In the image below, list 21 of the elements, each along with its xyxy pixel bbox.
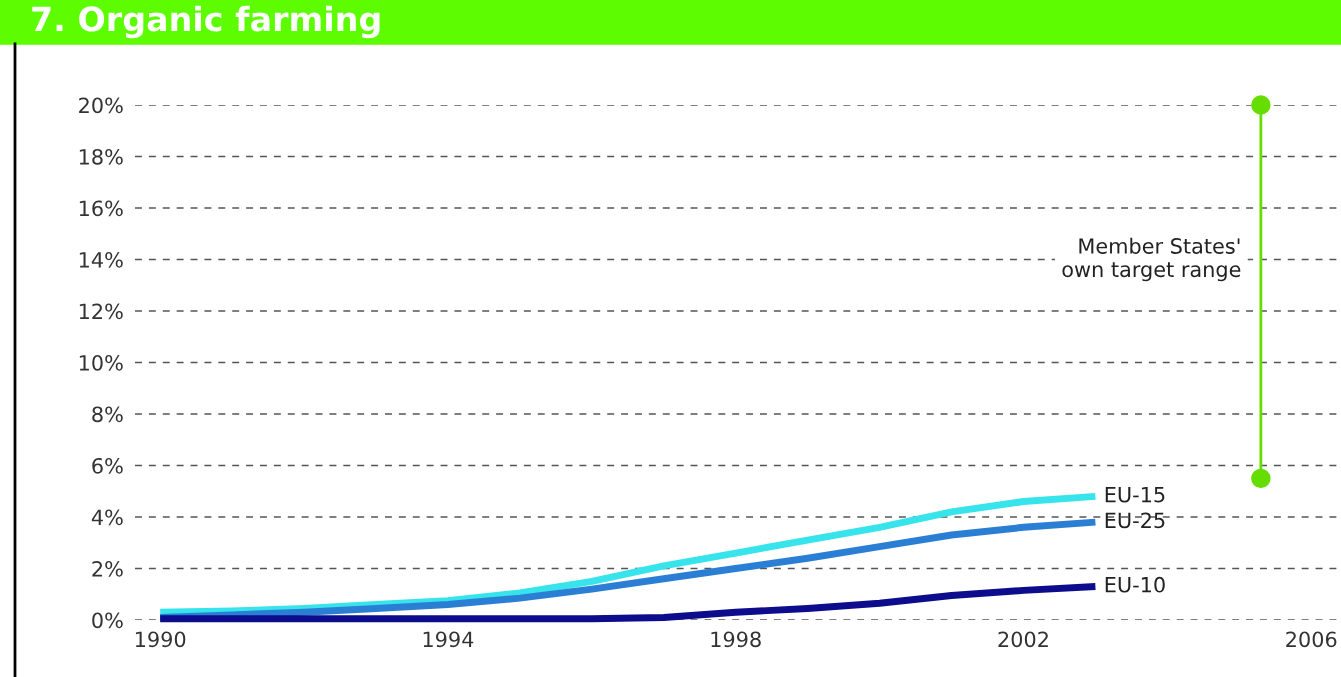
y-tick-label: 16% [79,200,123,217]
y-tick-label: 10% [79,354,123,371]
y-tick-label: 4% [91,509,123,526]
x-tick-label: 1994 [423,631,474,648]
y-tick-label: 2% [92,560,123,577]
y-tick-label: 0% [92,612,123,629]
y-tick-label: 20% [79,97,123,114]
y-tick-label: 14% [79,251,123,268]
series-label: EU-15 [1105,486,1165,503]
y-tick-label: 6% [92,457,123,474]
x-tick-label: 2002 [998,631,1048,648]
series-label: EU-25 [1105,512,1165,529]
x-tick-label: 1990 [135,631,186,648]
series-label: EU-10 [1105,576,1165,593]
x-tick-label: 1998 [711,631,761,648]
y-tick-label: 12% [79,303,123,320]
y-tick-label: 8% [92,406,123,423]
annotation: Member States' own target range [1062,237,1241,282]
chart-title: 7. Organic farming [32,5,380,39]
x-tick-label: 2006 [1286,631,1337,648]
y-tick-label: 18% [79,148,123,165]
